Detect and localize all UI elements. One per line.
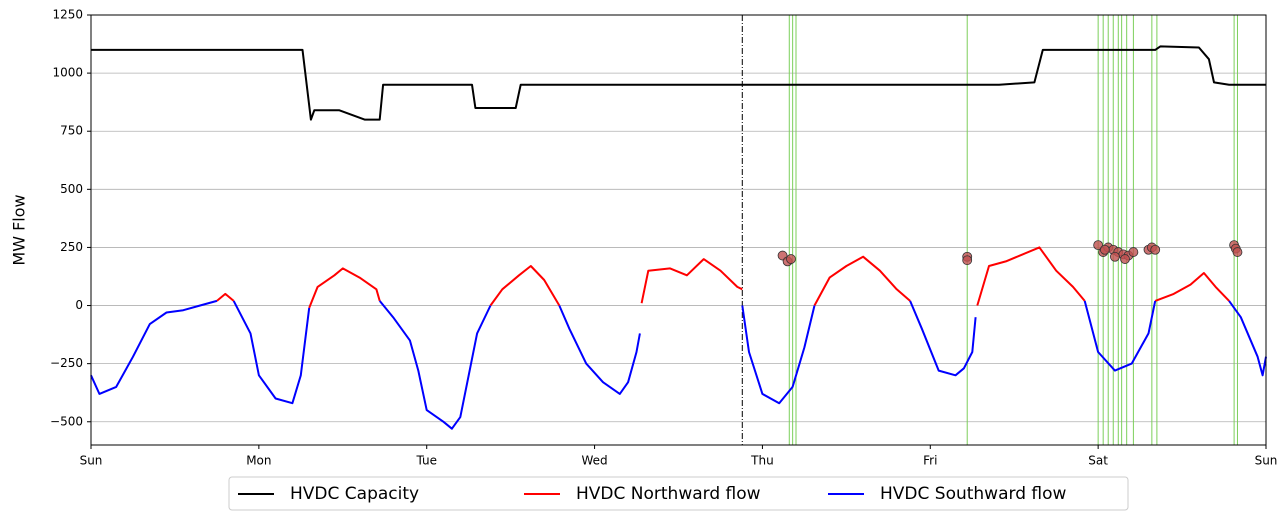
legend-label: HVDC Northward flow (576, 484, 761, 504)
y-tick-label: 500 (60, 182, 83, 196)
event-marker (1110, 251, 1120, 262)
series-line (90, 299, 1267, 430)
x-tick-label: Sun (1255, 454, 1278, 468)
y-tick-label: −250 (50, 356, 83, 370)
event-marker (1099, 244, 1110, 255)
x-tick-label: Thu (750, 454, 774, 468)
event-marker (1150, 244, 1161, 255)
y-tick-label: 750 (60, 124, 83, 138)
plot-frame (90, 14, 1267, 446)
event-marker (1232, 247, 1243, 257)
series-line (91, 45, 1266, 121)
x-tick-label: Sat (1088, 454, 1108, 468)
event-marker (786, 254, 796, 264)
y-tick-label: 0 (75, 298, 83, 312)
event-marker (1128, 247, 1139, 257)
x-tick-label: Sun (80, 454, 103, 468)
legend-label: HVDC Capacity (290, 484, 419, 504)
y-tick-label: 1000 (52, 66, 83, 80)
event-marker (1120, 254, 1130, 264)
y-tick-label: 1250 (52, 8, 83, 22)
legend-box (228, 476, 1129, 511)
legend-label: HVDC Southward flow (880, 484, 1066, 504)
x-tick-label: Fri (923, 454, 937, 468)
x-tick-label: Tue (415, 454, 437, 468)
y-tick-label: 250 (60, 240, 83, 254)
legend: HVDC Capacity HVDC Northward flow HVDC Sou… (228, 476, 1129, 511)
x-tick-label: Wed (581, 454, 607, 468)
event-marker (1093, 240, 1104, 251)
y-tick-label: −500 (50, 414, 83, 428)
x-tick-label: Mon (246, 454, 271, 468)
series-line (216, 246, 1230, 309)
event-marker (962, 255, 973, 266)
y-axis-label: MW Flow (10, 194, 29, 265)
